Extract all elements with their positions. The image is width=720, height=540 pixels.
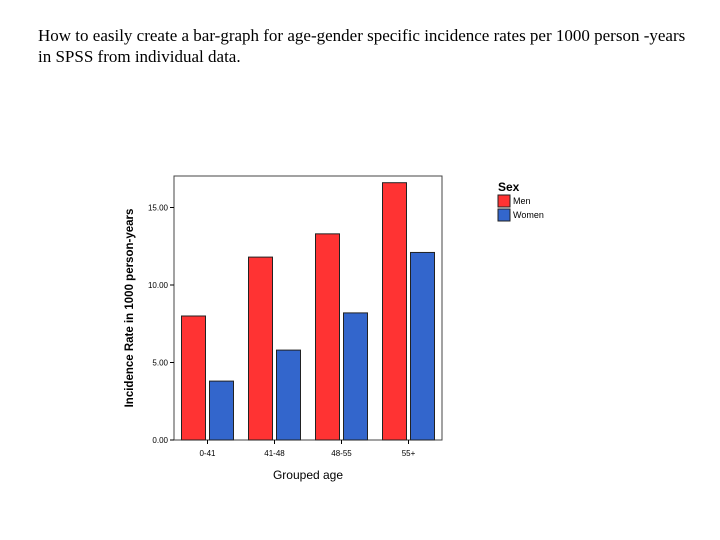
legend-label-men: Men [513,196,531,206]
x-tick-label: 55+ [402,449,416,458]
legend: Sex Men Women [497,180,544,222]
x-tick-label: 0-41 [199,449,216,458]
bar-men-55+ [382,182,407,441]
y-axis-label: Incidence Rate in 1000 person-years [124,209,136,408]
slide-title: How to easily create a bar-graph for age… [38,26,686,66]
legend-label-women: Women [513,210,544,220]
bar-men-48-55 [315,233,340,441]
x-tick-label: 41-48 [264,449,285,458]
x-axis-label: Grouped age [273,468,343,482]
y-tick-label: 5.00 [152,359,168,368]
legend-swatch-men [497,194,511,208]
legend-swatch-women [497,208,511,222]
y-axis: 0.00 5.00 10.00 15.00 [148,204,174,445]
bar-men-41-48 [248,256,273,441]
bar-men-0-41 [181,315,206,441]
bar-women-55+ [410,251,435,441]
bars [181,182,435,441]
y-tick-label: 15.00 [148,204,169,213]
bar-women-41-48 [276,349,301,441]
legend-title: Sex [498,180,520,194]
y-tick-label: 0.00 [152,436,168,445]
y-tick-label: 10.00 [148,281,169,290]
x-axis: 0-41 41-48 48-55 55+ [199,440,416,458]
bar-women-0-41 [209,380,234,441]
x-tick-label: 48-55 [331,449,352,458]
bar-women-48-55 [343,312,368,441]
